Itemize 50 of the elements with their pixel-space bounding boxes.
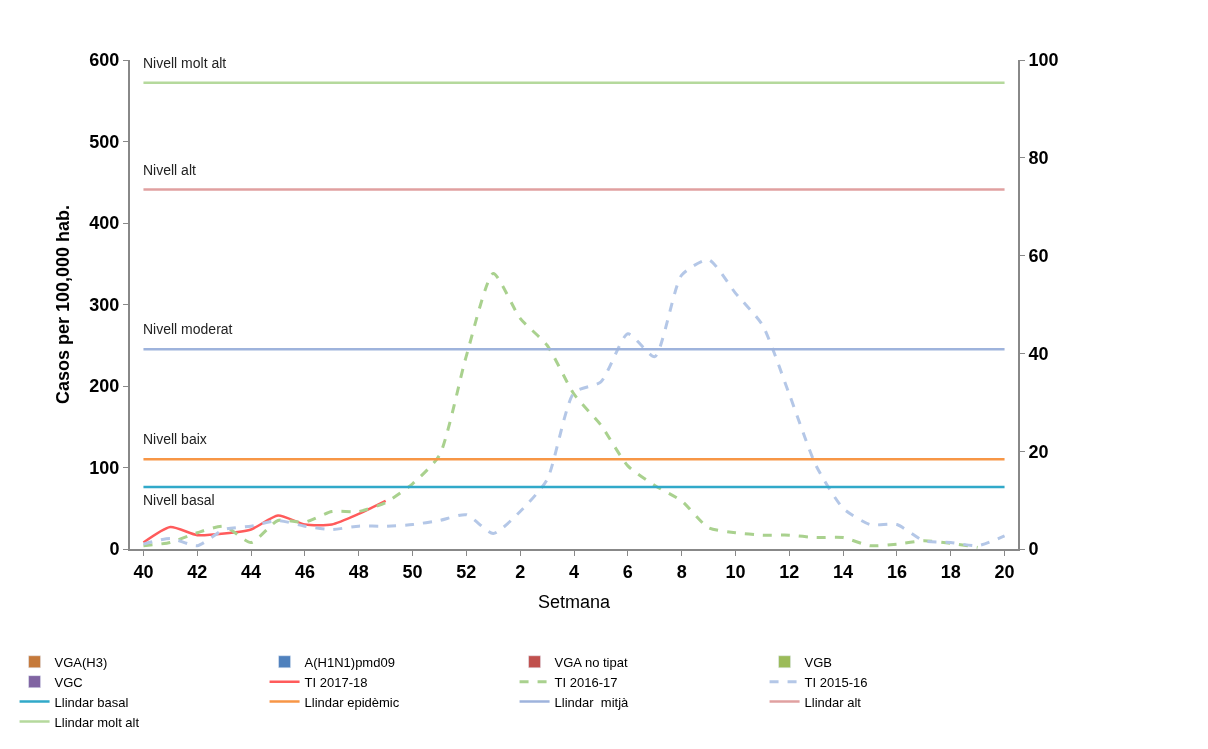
y-tick-label: 200 <box>89 376 120 397</box>
legend-label: Llindar alt <box>804 694 862 710</box>
y-tick-label: 600 <box>89 50 120 71</box>
x-tick-label: 12 <box>779 561 800 582</box>
x-tick-label: 44 <box>241 561 262 582</box>
legend-label: TI 2016-17 <box>554 674 618 690</box>
y2-tick-label: 60 <box>1028 245 1049 266</box>
legend-label: VGC <box>54 674 83 690</box>
x-tick-label: 6 <box>622 561 633 582</box>
annotation: Nivell baix <box>143 431 207 447</box>
legend-label: VGB <box>804 654 833 670</box>
annotation: Nivell basal <box>143 492 215 508</box>
x-tick-label: 48 <box>348 561 369 582</box>
legend-label: A(H1N1)pmd09 <box>304 654 395 670</box>
x-tick-label: 52 <box>456 561 477 582</box>
x-tick-label: 2 <box>515 561 526 582</box>
y-axis-title: Casos per 100,000 hab. <box>53 204 74 405</box>
x-tick-label: 18 <box>940 561 961 582</box>
x-tick-label: 40 <box>133 561 154 582</box>
x-tick-label: 42 <box>187 561 208 582</box>
x-tick-label: 14 <box>833 561 854 582</box>
x-tick-label: 46 <box>294 561 315 582</box>
y2-tick-label: 80 <box>1028 148 1049 169</box>
y-tick-label: 300 <box>89 294 120 315</box>
y-tick-label: 0 <box>109 539 120 560</box>
y-tick-label: 100 <box>89 457 120 478</box>
x-tick-label: 20 <box>994 561 1015 582</box>
x-tick-label: 4 <box>568 561 580 582</box>
x-tick-label: 8 <box>676 561 687 582</box>
annotation: Nivell alt <box>143 162 197 178</box>
y-tick-label: 500 <box>89 131 120 152</box>
legend-label: Llindar epidèmic <box>304 694 400 710</box>
y2-tick-label: 20 <box>1028 441 1049 462</box>
x-tick-label: 50 <box>402 561 423 582</box>
annotation: Nivell molt alt <box>143 55 227 71</box>
legend-label: VGA no tipat <box>554 654 628 670</box>
x-tick-label: 10 <box>725 561 746 582</box>
y-tick-label: 400 <box>89 213 120 234</box>
x-axis-title: Setmana <box>537 592 612 613</box>
annotation: Nivell moderat <box>143 321 233 337</box>
x-tick-label: 16 <box>886 561 907 582</box>
y2-tick-label: 0 <box>1028 539 1039 560</box>
legend-label: TI 2017-18 <box>304 674 368 690</box>
legend-label: VGA(H3) <box>54 654 108 670</box>
legend-label: Llindar mitjà <box>554 694 630 710</box>
legend-label: Llindar basal <box>54 694 129 710</box>
y2-tick-label: 40 <box>1028 343 1049 364</box>
legend-label: Llindar molt alt <box>54 714 140 730</box>
y2-tick-label: 100 <box>1028 50 1059 71</box>
legend-label: TI 2015-16 <box>804 674 868 690</box>
